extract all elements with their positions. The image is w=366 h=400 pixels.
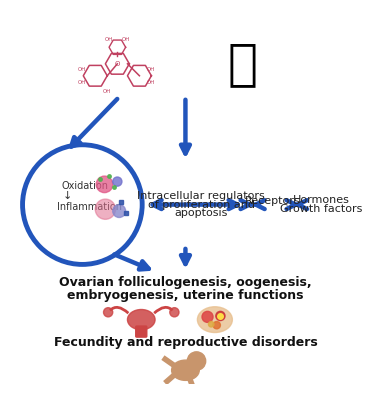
Circle shape — [216, 311, 225, 320]
Text: OH: OH — [78, 67, 86, 72]
Text: Hormones: Hormones — [293, 195, 350, 205]
Text: embryogenesis, uterine functions: embryogenesis, uterine functions — [67, 289, 304, 302]
Text: apoptosis: apoptosis — [174, 208, 228, 218]
Text: of proliferation and: of proliferation and — [147, 200, 255, 210]
Text: OH: OH — [122, 37, 130, 42]
Circle shape — [104, 308, 113, 317]
Text: OH: OH — [147, 80, 156, 85]
Text: O: O — [115, 61, 120, 67]
Circle shape — [95, 199, 116, 219]
Text: OH: OH — [105, 37, 113, 42]
Circle shape — [96, 176, 113, 193]
Text: OH: OH — [147, 67, 156, 72]
Circle shape — [113, 177, 122, 186]
Text: Inflammation: Inflammation — [57, 202, 122, 212]
Circle shape — [213, 322, 220, 329]
Circle shape — [187, 352, 206, 370]
Text: Intracellular regulators: Intracellular regulators — [137, 191, 265, 201]
FancyBboxPatch shape — [136, 326, 147, 337]
Text: 🍇: 🍇 — [228, 40, 258, 88]
Circle shape — [209, 322, 214, 327]
Circle shape — [202, 311, 213, 322]
Ellipse shape — [172, 360, 199, 380]
Text: ↓: ↓ — [63, 191, 72, 201]
Text: Fecundity and reproductive disorders: Fecundity and reproductive disorders — [53, 336, 317, 349]
Text: Ovarian folliculogenesis, oogenesis,: Ovarian folliculogenesis, oogenesis, — [59, 276, 312, 289]
Text: OH: OH — [78, 80, 86, 85]
Circle shape — [113, 205, 126, 218]
Ellipse shape — [197, 307, 232, 332]
Text: Receptors: Receptors — [245, 196, 301, 206]
Text: Growth factors: Growth factors — [280, 204, 363, 214]
Text: OH: OH — [103, 89, 111, 94]
Circle shape — [170, 308, 179, 317]
Text: Oxidation: Oxidation — [61, 181, 108, 191]
Ellipse shape — [127, 310, 155, 330]
